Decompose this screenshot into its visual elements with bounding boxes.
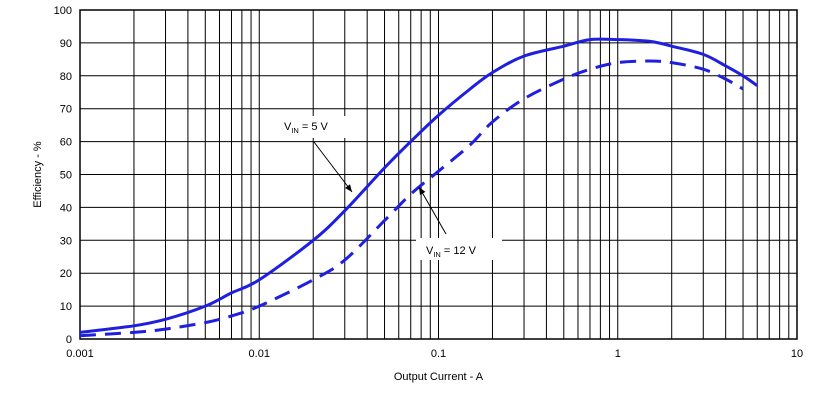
y-tick-label: 50 [60, 170, 72, 182]
annotation-arrowhead [345, 184, 352, 192]
x-tick-label: 10 [791, 348, 803, 360]
series-line-vin-12v [79, 59, 744, 338]
x-tick-label: 0.1 [431, 348, 446, 360]
annotation-label: VIN = 5 V [284, 121, 329, 135]
annotation-box [416, 238, 502, 260]
annotation-vin-5v: VIN = 5 V [276, 116, 360, 193]
annotation-arrowhead [419, 187, 426, 195]
series-line-vin-5v [79, 37, 759, 334]
x-tick-label: 1 [615, 348, 621, 360]
annotation-arrow [313, 141, 353, 193]
x-axis-label: Output Current - A [394, 371, 484, 383]
y-tick-label: 40 [60, 202, 72, 214]
plot-frame [79, 9, 798, 340]
x-tick-label: 0.01 [249, 348, 270, 360]
y-tick-label: 10 [60, 301, 72, 313]
series-layer [79, 37, 759, 338]
y-tick-label: 20 [60, 268, 72, 280]
annotation-label: VIN = 12 V [426, 245, 477, 259]
y-tick-label: 0 [66, 334, 72, 346]
grid-layer [79, 9, 797, 340]
annotation-layer: VIN = 5 V VIN = 12 V [276, 116, 502, 260]
annotation-vin-12v: VIN = 12 V [416, 186, 502, 260]
y-tick-label: 80 [60, 71, 72, 83]
axis-layer: 0 10 20 30 40 50 60 70 80 90 100 0.001 0.01 0.1 1 10 [54, 5, 803, 360]
annotation-arrow [418, 186, 447, 235]
x-tick-label: 0.001 [66, 348, 94, 360]
annotation-box [276, 116, 360, 138]
y-axis-label: Efficiency - % [32, 141, 44, 208]
y-tick-label: 90 [60, 38, 72, 50]
y-tick-label: 30 [60, 235, 72, 247]
y-tick-label: 70 [60, 104, 72, 116]
y-tick-label: 60 [60, 137, 72, 149]
y-tick-label: 100 [54, 5, 72, 17]
label-layer: Output Current - A Efficiency - % [32, 141, 484, 383]
